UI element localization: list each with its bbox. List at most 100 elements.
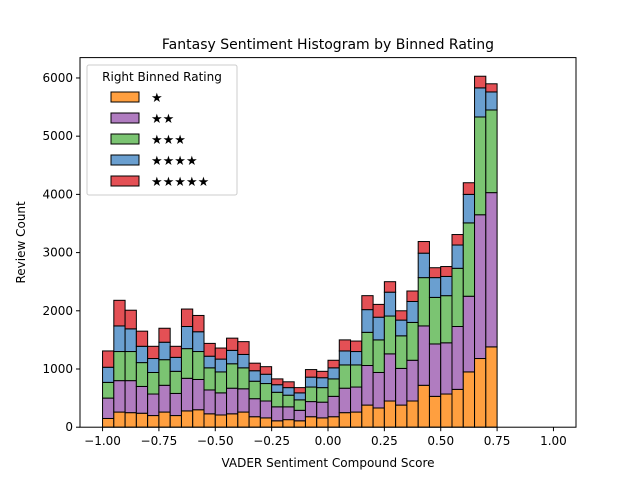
bar-segment-series-5 xyxy=(259,366,273,375)
bar-segment-series-3 xyxy=(203,367,216,391)
x-tick-label: 0.00 xyxy=(315,434,342,448)
legend-swatch xyxy=(110,133,140,145)
bar-segment-series-2 xyxy=(406,359,419,402)
x-tick-label: 0.75 xyxy=(484,434,511,448)
bar-segment-series-1 xyxy=(462,371,476,428)
bar-segment-series-4 xyxy=(237,353,250,369)
bar-segment-series-5 xyxy=(248,362,261,372)
bar-segment-series-3 xyxy=(350,364,363,388)
bar-segment-series-2 xyxy=(372,371,385,409)
bar-segment-series-3 xyxy=(113,351,126,382)
bar-segment-series-1 xyxy=(316,417,329,428)
bar-segment-series-4 xyxy=(135,345,149,364)
bar-segment-series-4 xyxy=(485,91,498,111)
legend-swatch xyxy=(110,112,140,124)
legend-entries: ★★★★★★★★★★★★★★★ xyxy=(110,91,209,190)
bar-segment-series-1 xyxy=(102,417,115,428)
bar-segment-series-4 xyxy=(147,358,160,373)
bar-segment-series-5 xyxy=(428,267,442,279)
bar-segment-series-4 xyxy=(406,300,419,323)
bar-segment-series-5 xyxy=(214,347,228,360)
bar-segment-series-2 xyxy=(327,395,340,418)
bar-segment-series-1 xyxy=(406,400,419,428)
bar-segment-series-1 xyxy=(192,409,205,428)
bar-segment-series-4 xyxy=(417,252,430,279)
x-tick-label: 1.00 xyxy=(540,434,567,448)
bar-segment-series-2 xyxy=(316,401,329,419)
y-tick-label: 6000 xyxy=(42,71,73,85)
x-tick-label: −0.50 xyxy=(197,434,234,448)
bar-segment-series-5 xyxy=(192,314,205,333)
legend-label: ★★★ xyxy=(151,133,186,148)
bar-segment-series-1 xyxy=(214,414,228,428)
bar-segment-series-5 xyxy=(147,345,160,360)
bar-segment-series-3 xyxy=(474,116,487,216)
bar-segment-series-4 xyxy=(282,387,295,396)
bar-segment-series-1 xyxy=(350,411,363,428)
legend-swatch xyxy=(110,91,140,103)
bar-segment-series-1 xyxy=(293,420,306,428)
bar-segment-series-1 xyxy=(383,400,397,428)
bar-segment-series-5 xyxy=(383,281,397,293)
bar-segment-series-4 xyxy=(338,350,352,366)
bar-segment-series-1 xyxy=(147,415,160,428)
bar-segment-series-5 xyxy=(372,303,385,318)
bar-segment-series-2 xyxy=(113,380,126,413)
bar-segment-series-4 xyxy=(248,370,261,382)
bar-segment-series-3 xyxy=(271,391,284,408)
bar-segment-series-3 xyxy=(293,399,306,411)
bar-segment-series-1 xyxy=(304,416,318,428)
legend-label: ★ xyxy=(151,91,163,106)
y-axis-label: Review Count xyxy=(14,201,28,284)
bar-segment-series-3 xyxy=(102,381,115,399)
bar-segment-series-2 xyxy=(147,393,160,417)
bar-segment-series-3 xyxy=(226,363,239,389)
bar-segment-series-1 xyxy=(474,358,487,428)
bar-segment-series-3 xyxy=(361,331,374,367)
bar-segment-series-1 xyxy=(135,412,149,428)
bar-segment-series-2 xyxy=(417,325,430,386)
bar-segment-series-3 xyxy=(180,348,194,379)
legend-swatch xyxy=(110,154,140,166)
bar-segment-series-1 xyxy=(169,415,182,428)
bar-segment-series-4 xyxy=(474,87,487,118)
x-axis-ticks: −1.00 −0.75 −0.50 −0.25 0.00 0.25 0.50 0.75 1.00 xyxy=(84,427,567,448)
legend-title: Right Binned Rating xyxy=(102,70,222,84)
bar-segment-series-1 xyxy=(451,388,464,428)
bar-segment-series-3 xyxy=(395,335,408,369)
bar-segment-series-2 xyxy=(451,326,464,390)
bar-segment-series-1 xyxy=(417,384,430,428)
bar-segment-series-3 xyxy=(327,378,340,397)
legend-swatch xyxy=(110,175,140,187)
legend-label: ★★★★ xyxy=(151,154,198,169)
bar-segment-series-3 xyxy=(428,296,442,345)
bar-segment-series-5 xyxy=(102,350,115,368)
bar-segment-series-3 xyxy=(147,371,160,395)
y-tick-label: 2000 xyxy=(42,304,73,318)
bar-segment-series-2 xyxy=(192,378,205,411)
bar-segment-series-1 xyxy=(271,420,284,428)
bar-segment-series-4 xyxy=(304,376,318,388)
bar-segment-series-2 xyxy=(395,367,408,406)
bar-segment-series-5 xyxy=(271,378,284,386)
bar-segment-series-4 xyxy=(372,316,385,341)
bar-segment-series-3 xyxy=(485,109,498,194)
bar-segment-series-3 xyxy=(372,339,385,373)
bar-segment-series-2 xyxy=(271,406,284,422)
bar-segment-series-4 xyxy=(158,341,171,361)
x-axis-label: VADER Sentiment Compound Score xyxy=(221,456,434,470)
bar-segment-series-5 xyxy=(406,290,419,302)
bar-segment-series-5 xyxy=(180,308,194,328)
bar-segment-series-5 xyxy=(316,370,329,379)
bar-segment-series-2 xyxy=(462,295,476,373)
bar-segment-series-5 xyxy=(158,327,171,343)
bar-segment-series-3 xyxy=(192,351,205,380)
bar-segment-series-3 xyxy=(451,267,464,327)
bar-segment-series-5 xyxy=(293,387,306,394)
y-tick-label: 5000 xyxy=(42,129,73,143)
bar-segment-series-1 xyxy=(395,404,408,428)
bar-segment-series-4 xyxy=(462,193,476,224)
bar-segment-series-5 xyxy=(282,381,295,389)
bar-segment-series-5 xyxy=(462,182,476,195)
